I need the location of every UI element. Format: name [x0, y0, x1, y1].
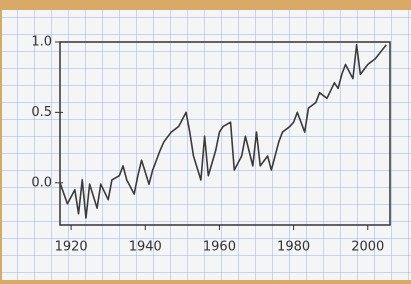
- x-tick-label: 1960: [203, 240, 236, 255]
- y-tick-label: 0.0: [31, 175, 52, 190]
- x-tick-label: 1940: [129, 240, 162, 255]
- x-tick-label: 1920: [55, 240, 88, 255]
- page: {"chart_data": {"type": "line", "x": [19…: [0, 0, 411, 284]
- chart: 0.0 0.5 1.0 1920 1940 1960 1980 2000: [0, 0, 411, 284]
- y-tick-label: 0.5: [31, 105, 52, 120]
- x-tick-label: 2000: [351, 240, 384, 255]
- y-tick-label: 1.0: [31, 35, 52, 50]
- x-tick-label: 1980: [277, 240, 310, 255]
